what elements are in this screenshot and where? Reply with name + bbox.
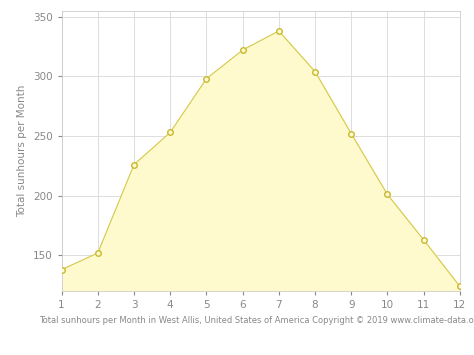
Y-axis label: Total sunhours per Month: Total sunhours per Month — [17, 85, 27, 217]
X-axis label: Total sunhours per Month in West Allis, United States of America Copyright © 201: Total sunhours per Month in West Allis, … — [39, 316, 474, 325]
